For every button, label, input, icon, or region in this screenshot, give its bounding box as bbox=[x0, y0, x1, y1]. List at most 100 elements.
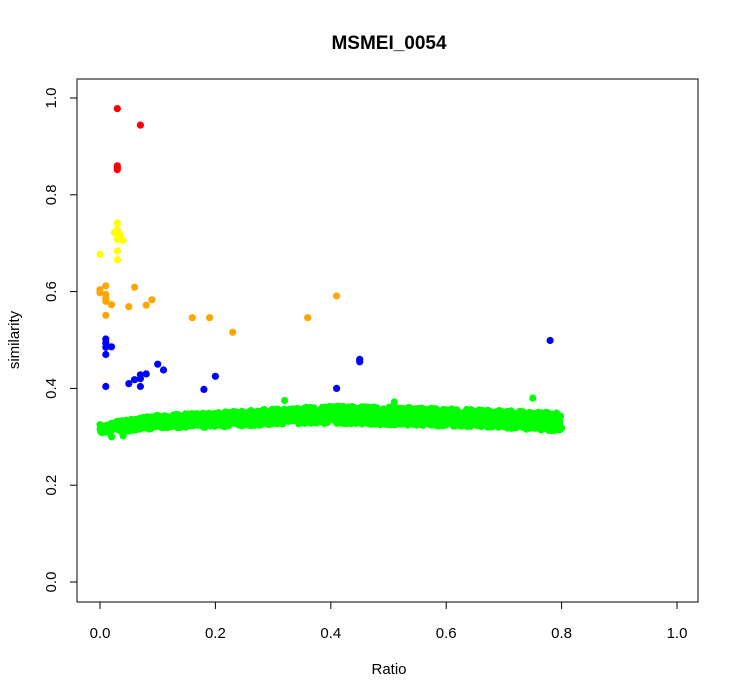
data-point bbox=[102, 343, 110, 351]
data-point bbox=[333, 292, 341, 300]
data-point bbox=[427, 405, 436, 413]
data-point bbox=[282, 412, 290, 420]
data-point bbox=[397, 404, 405, 413]
data-point bbox=[544, 415, 552, 423]
data-point bbox=[418, 404, 426, 412]
data-point bbox=[305, 410, 313, 418]
x-tick-label: 0.0 bbox=[90, 625, 111, 642]
data-point bbox=[220, 423, 228, 431]
data-point bbox=[136, 121, 144, 129]
data-point bbox=[119, 236, 127, 244]
data-point bbox=[417, 413, 425, 421]
data-point bbox=[333, 384, 341, 392]
data-point bbox=[107, 301, 116, 309]
data-point bbox=[113, 219, 121, 227]
data-point bbox=[154, 360, 162, 368]
data-point bbox=[226, 418, 234, 426]
data-point bbox=[131, 283, 139, 291]
data-point bbox=[152, 413, 160, 421]
x-tick-label: 0.2 bbox=[205, 625, 226, 642]
x-axis-title: Ratio bbox=[371, 661, 406, 678]
data-point bbox=[434, 417, 442, 425]
y-tick-label: 0.0 bbox=[43, 572, 60, 593]
data-point bbox=[220, 415, 228, 423]
data-point bbox=[529, 394, 537, 402]
data-point bbox=[408, 406, 416, 414]
data-point bbox=[123, 427, 131, 435]
data-point bbox=[363, 410, 371, 418]
data-point bbox=[242, 419, 250, 428]
data-point bbox=[356, 358, 364, 366]
data-point bbox=[322, 408, 330, 416]
data-point bbox=[539, 423, 547, 431]
y-axis: 0.0 0.2 0.4 0.6 0.8 1.0 bbox=[43, 88, 78, 593]
data-point bbox=[400, 417, 409, 425]
data-point bbox=[206, 314, 214, 322]
data-point bbox=[243, 413, 251, 421]
data-point bbox=[199, 409, 207, 417]
data-point bbox=[316, 418, 324, 426]
data-point bbox=[425, 420, 433, 428]
data-point bbox=[556, 423, 564, 431]
data-point bbox=[503, 423, 512, 431]
data-point bbox=[128, 423, 137, 431]
chart-title: MSMEI_0054 bbox=[331, 33, 447, 54]
data-point bbox=[113, 105, 121, 113]
data-point bbox=[478, 410, 486, 419]
data-point bbox=[528, 423, 536, 431]
data-point bbox=[113, 166, 121, 174]
data-point bbox=[270, 414, 278, 423]
data-point bbox=[136, 375, 144, 383]
data-point bbox=[280, 417, 288, 425]
data-point bbox=[211, 409, 219, 418]
y-tick-label: 0.2 bbox=[43, 475, 60, 496]
data-point bbox=[224, 410, 232, 418]
data-point bbox=[281, 396, 289, 405]
data-point bbox=[102, 311, 110, 319]
data-point bbox=[135, 422, 144, 430]
data-point bbox=[248, 421, 256, 429]
data-points bbox=[96, 105, 566, 441]
data-point bbox=[358, 403, 366, 411]
data-point bbox=[113, 256, 121, 264]
x-axis: 0.0 0.2 0.4 0.6 0.8 1.0 bbox=[90, 601, 688, 642]
data-point bbox=[185, 413, 193, 421]
series-points bbox=[96, 219, 127, 264]
data-point bbox=[263, 412, 271, 420]
data-point bbox=[401, 410, 409, 418]
data-point bbox=[182, 419, 191, 427]
data-point bbox=[229, 328, 237, 336]
data-point bbox=[200, 385, 208, 393]
y-tick-label: 0.8 bbox=[43, 184, 60, 205]
data-point bbox=[453, 414, 461, 422]
data-point bbox=[131, 376, 139, 384]
data-point bbox=[546, 336, 554, 345]
data-point bbox=[190, 413, 198, 421]
data-point bbox=[140, 413, 148, 421]
data-point bbox=[516, 407, 524, 415]
y-tick-label: 1.0 bbox=[43, 88, 60, 109]
data-point bbox=[557, 412, 565, 420]
data-point bbox=[510, 422, 518, 431]
data-point bbox=[374, 412, 382, 420]
x-tick-label: 0.8 bbox=[551, 625, 572, 642]
data-point bbox=[350, 419, 358, 427]
data-point bbox=[188, 314, 196, 322]
y-tick-label: 0.6 bbox=[43, 281, 60, 302]
y-axis-title: similarity bbox=[6, 310, 23, 369]
x-tick-label: 1.0 bbox=[667, 625, 688, 642]
data-point bbox=[551, 416, 559, 424]
data-point bbox=[304, 314, 312, 322]
plot-frame bbox=[76, 78, 699, 603]
data-point bbox=[102, 350, 110, 359]
data-point bbox=[97, 427, 105, 435]
data-point bbox=[337, 419, 345, 427]
data-point bbox=[258, 408, 266, 416]
data-point bbox=[102, 282, 110, 290]
data-point bbox=[232, 411, 240, 419]
y-tick-label: 0.4 bbox=[43, 378, 60, 399]
data-point bbox=[252, 411, 260, 419]
data-point bbox=[113, 417, 121, 425]
data-point bbox=[361, 418, 369, 426]
